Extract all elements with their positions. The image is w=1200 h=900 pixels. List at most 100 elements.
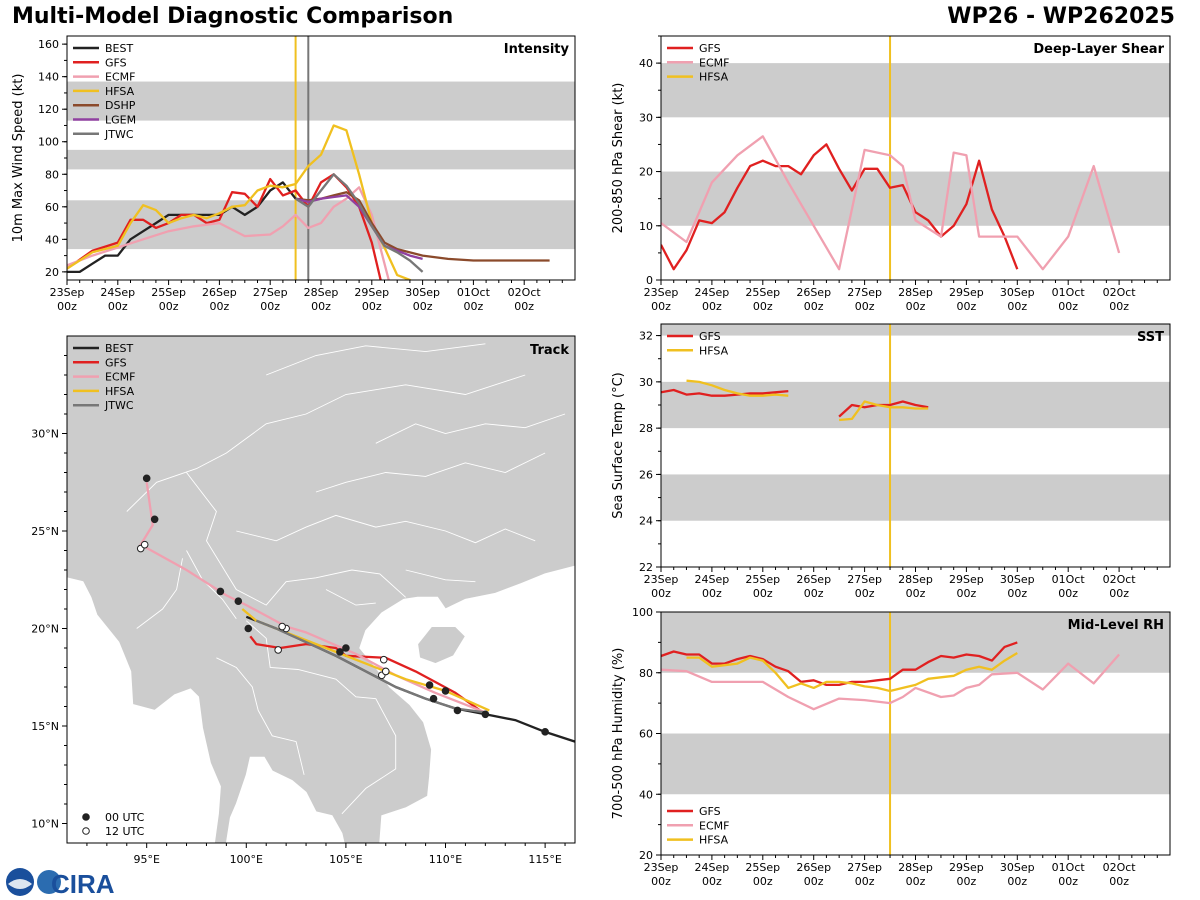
rh-band-1 (661, 612, 1170, 673)
sst-xtick-label: 27Sep (847, 573, 882, 586)
shear-series-ecmf-1 (661, 135, 1121, 271)
intensity-legend-label: HFSA (105, 85, 135, 98)
rh-legend-label: ECMF (699, 819, 729, 832)
shear-xtick-label-hour: 00z (651, 300, 671, 313)
track-xtick-label: 100°E (230, 853, 263, 866)
track-xtick-label: 95°E (133, 853, 159, 866)
track-border-line (186, 472, 407, 606)
sst-xtick-label: 26Sep (796, 573, 831, 586)
track-border-line (266, 343, 486, 376)
rh-xtick-label-hour: 00z (1007, 875, 1027, 888)
shear-band-1 (661, 63, 1170, 118)
sst-xtick-label: 25Sep (745, 573, 780, 586)
intensity-series-jtwc-6 (294, 173, 424, 273)
shear-xtick-label: 01Oct (1052, 286, 1086, 299)
intensity-ytick-label: 120 (38, 103, 59, 116)
shear-xtick-label: 30Sep (1000, 286, 1035, 299)
chart-intensity: 2040608010012014016023Sep00z24Sep00z25Se… (11, 35, 576, 313)
intensity-legend-label: LGEM (105, 114, 136, 127)
intensity-xtick-label-hour: 00z (413, 300, 433, 313)
sst-ytick-label: 32 (639, 330, 653, 343)
sst-xtick-label-hour: 00z (906, 587, 926, 600)
track-border-line (136, 558, 183, 629)
intensity-xtick-label-hour: 00z (464, 300, 484, 313)
shear-xtick-label: 26Sep (796, 286, 831, 299)
sst-xtick-label-hour: 00z (651, 587, 671, 600)
track-border-line (315, 452, 546, 493)
rh-ytick-label: 100 (632, 606, 653, 619)
shear-title: Deep-Layer Shear (1033, 42, 1164, 57)
track-ytick-label: 15°N (31, 720, 59, 733)
track-border-line (325, 589, 376, 606)
track-legend-label: ECMF (105, 371, 135, 384)
sst-ytick-label: 22 (639, 561, 653, 574)
sst-ytick-label: 30 (639, 376, 653, 389)
sst-xtick-label-hour: 00z (1058, 587, 1078, 600)
track-marker-12utc (381, 667, 390, 676)
sst-xtick-label-hour: 00z (804, 587, 824, 600)
shear-xtick-label: 24Sep (695, 286, 730, 299)
intensity-ytick-label: 20 (45, 266, 59, 279)
sst-ylabel: Sea Surface Temp (°C) (611, 372, 626, 519)
rh-xtick-label-hour: 00z (1109, 875, 1129, 888)
sst-xtick-label: 30Sep (1000, 573, 1035, 586)
sst-band-2 (661, 324, 1170, 336)
sst-legend-label: GFS (699, 330, 721, 343)
shear-xtick-label: 02Oct (1103, 286, 1137, 299)
chart-shear: 01020304023Sep00z24Sep00z25Sep00z26Sep00… (611, 35, 1171, 313)
rh-ylabel: 700-500 hPa Humidity (%) (611, 648, 626, 820)
sst-title: SST (1137, 330, 1164, 345)
sst-xtick-label-hour: 00z (753, 587, 773, 600)
sst-ytick-label: 26 (639, 468, 653, 481)
shear-xtick-label: 28Sep (898, 286, 933, 299)
track-jtwc (255, 619, 486, 714)
rh-xtick-label: 25Sep (745, 861, 780, 874)
intensity-legend-label: DSHP (105, 99, 136, 112)
track-marker-00utc (150, 515, 159, 524)
track-title: Track (530, 343, 569, 358)
intensity-xtick-label-hour: 00z (159, 300, 179, 313)
intensity-xtick-label-hour: 00z (210, 300, 230, 313)
track-ytick-label: 30°N (31, 428, 59, 441)
track-marker-00utc (234, 597, 243, 606)
shear-series-gfs-0 (661, 143, 1019, 271)
rh-xtick-label-hour: 00z (702, 875, 722, 888)
shear-legend-label: HFSA (699, 71, 729, 84)
intensity-legend-label: BEST (105, 42, 133, 55)
sst-xtick-label-hour: 00z (1109, 587, 1129, 600)
shear-xtick-label-hour: 00z (906, 300, 926, 313)
intensity-legend-label: ECMF (105, 71, 135, 84)
rh-xtick-label-hour: 00z (1058, 875, 1078, 888)
intensity-legend-label: JTWC (104, 128, 134, 141)
intensity-xtick-label: 27Sep (253, 286, 288, 299)
sst-xtick-label: 24Sep (695, 573, 730, 586)
rh-xtick-label-hour: 00z (957, 875, 977, 888)
intensity-xtick-label-hour: 00z (311, 300, 331, 313)
storm-id-title: WP26 - WP262025 (947, 4, 1175, 29)
track-ytick-label: 20°N (31, 623, 59, 636)
rh-ytick-label: 20 (639, 849, 653, 862)
intensity-xtick-label: 24Sep (100, 286, 135, 299)
track-marker-legend-label: 00 UTC (105, 811, 145, 824)
track-border-line (216, 657, 305, 775)
rh-legend-label: HFSA (699, 834, 729, 847)
track-xtick-label: 110°E (429, 853, 462, 866)
intensity-xtick-label: 28Sep (304, 286, 339, 299)
shear-xtick-label-hour: 00z (1058, 300, 1078, 313)
shear-ytick-label: 0 (646, 274, 653, 287)
intensity-xtick-label-hour: 00z (57, 300, 77, 313)
intensity-band-0 (67, 200, 575, 250)
shear-xtick-label: 29Sep (949, 286, 984, 299)
shear-legend-label: ECMF (699, 56, 729, 69)
rh-title: Mid-Level RH (1068, 618, 1164, 633)
rh-xtick-label: 27Sep (847, 861, 882, 874)
track-legend-label: BEST (105, 342, 133, 355)
track-border-line (126, 374, 526, 512)
sst-xtick-label: 29Sep (949, 573, 984, 586)
rh-xtick-label: 26Sep (796, 861, 831, 874)
sst-series-gfs-0 (661, 388, 789, 397)
shear-xtick-label: 23Sep (644, 286, 679, 299)
track-marker-00utc (342, 644, 350, 652)
rh-xtick-label: 01Oct (1052, 861, 1086, 874)
